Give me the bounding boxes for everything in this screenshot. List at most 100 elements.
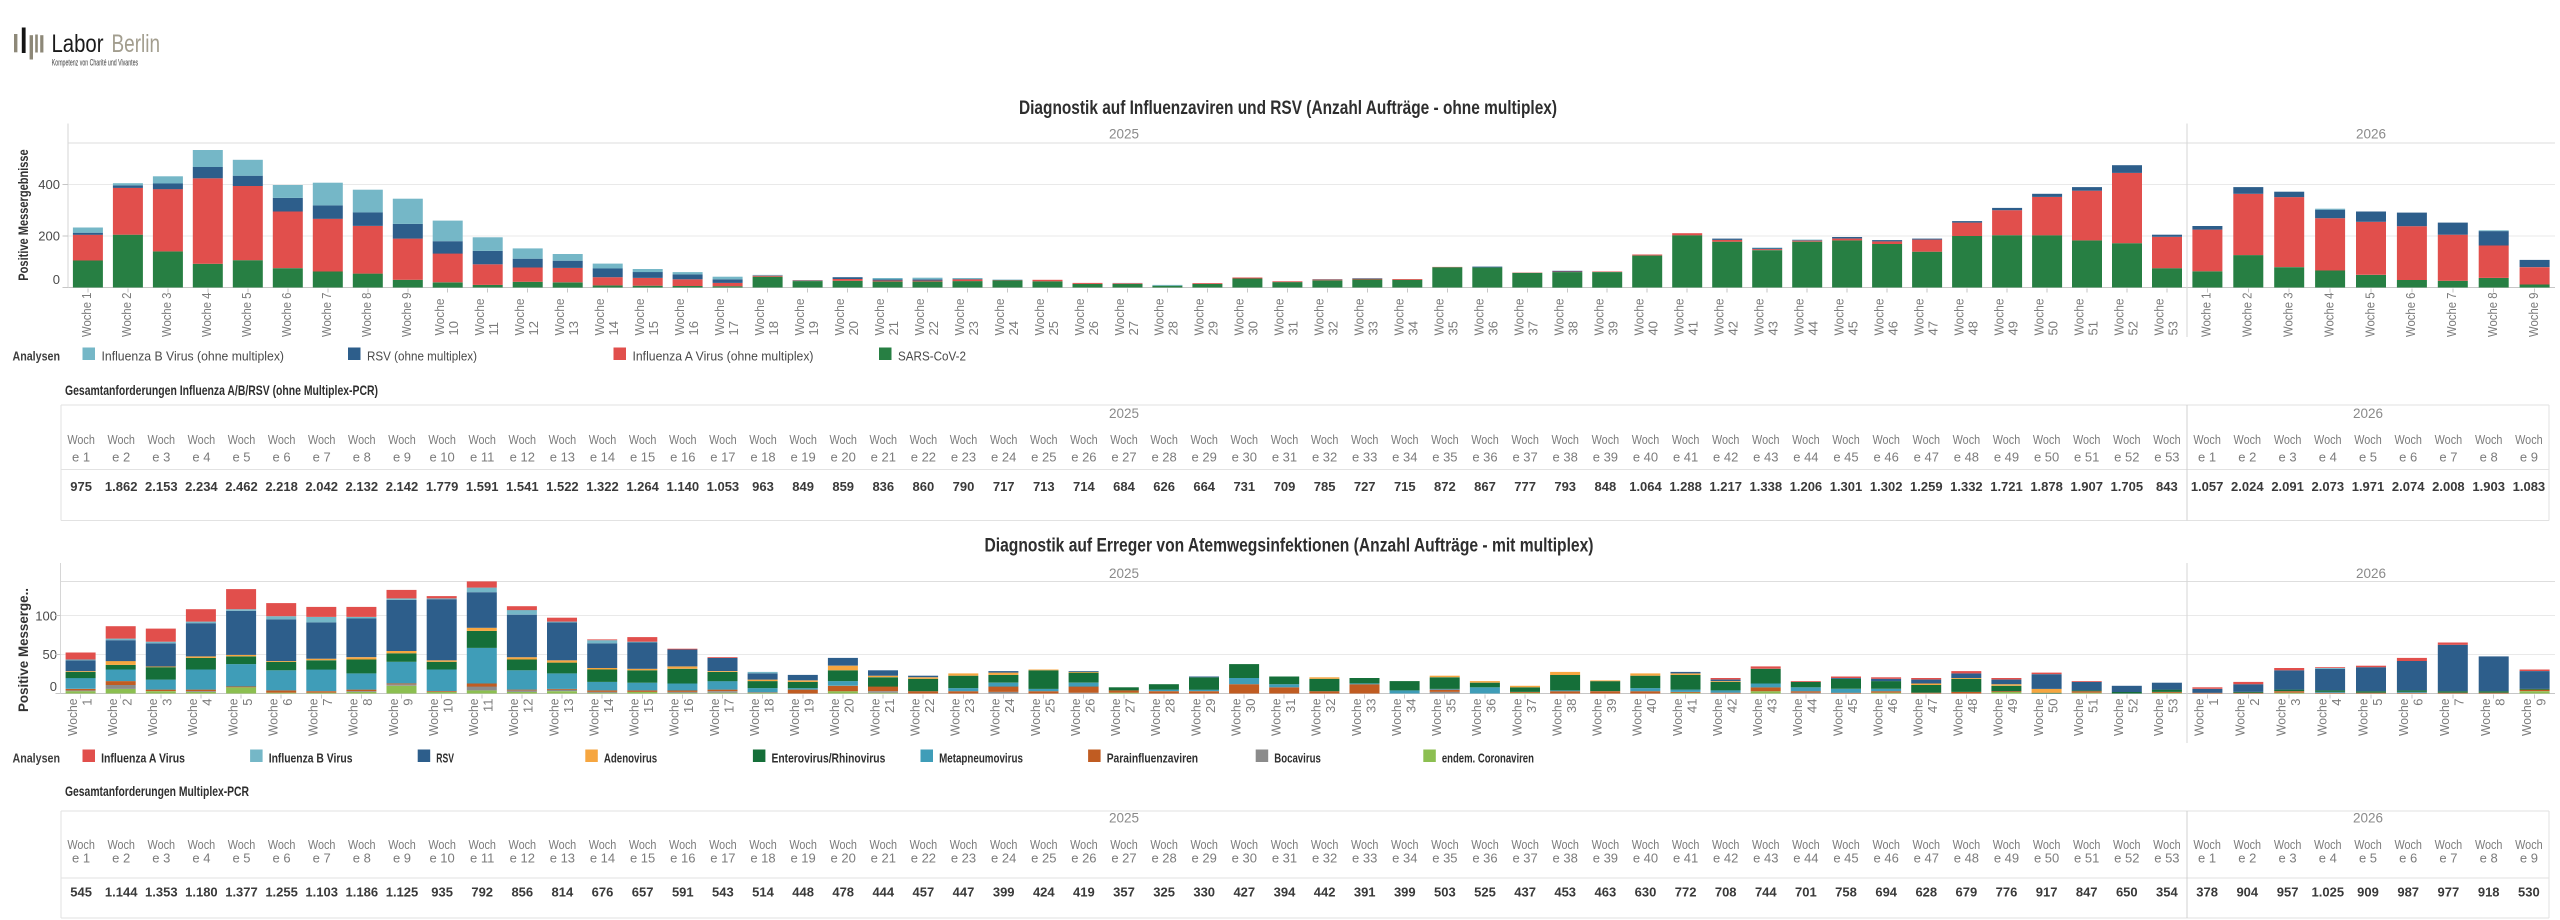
- svg-text:e 45: e 45: [1833, 450, 1858, 465]
- svg-text:Woch: Woch: [1231, 837, 1259, 852]
- svg-text:Woche: Woche: [787, 699, 802, 737]
- svg-text:Woch: Woch: [1271, 432, 1299, 447]
- svg-text:e 51: e 51: [2074, 851, 2099, 866]
- svg-text:717: 717: [993, 479, 1015, 494]
- svg-text:e 9: e 9: [2520, 851, 2538, 866]
- svg-text:843: 843: [2156, 479, 2178, 494]
- svg-text:Woch: Woch: [950, 432, 978, 447]
- svg-text:Woche 5: Woche 5: [2362, 293, 2377, 338]
- svg-text:Woche: Woche: [225, 699, 240, 737]
- svg-text:2.024: 2.024: [2231, 479, 2264, 494]
- svg-text:419: 419: [1073, 885, 1095, 900]
- svg-text:3: 3: [160, 699, 175, 706]
- svg-text:Labor: Labor: [52, 30, 104, 58]
- svg-text:27: 27: [1123, 699, 1138, 713]
- svg-text:Woche: Woche: [832, 299, 847, 336]
- svg-text:Woche: Woche: [1672, 299, 1687, 336]
- svg-text:9: 9: [400, 699, 415, 706]
- svg-text:Woch: Woch: [910, 837, 938, 852]
- svg-text:Woch: Woch: [509, 837, 537, 852]
- svg-text:42: 42: [1724, 699, 1739, 713]
- svg-text:e 3: e 3: [152, 450, 170, 465]
- svg-text:e 40: e 40: [1633, 851, 1658, 866]
- svg-text:Woch: Woch: [1872, 432, 1900, 447]
- svg-text:Woch: Woch: [148, 432, 176, 447]
- svg-text:Woche: Woche: [1232, 299, 1247, 336]
- svg-text:Woch: Woch: [228, 837, 256, 852]
- svg-text:e 18: e 18: [750, 450, 775, 465]
- svg-text:792: 792: [471, 885, 493, 900]
- svg-text:847: 847: [2076, 885, 2098, 900]
- svg-text:1.377: 1.377: [225, 885, 258, 900]
- svg-text:RSV: RSV: [436, 751, 454, 766]
- svg-text:Woche: Woche: [1830, 699, 1845, 737]
- svg-text:Woch: Woch: [1070, 837, 1098, 852]
- svg-text:Woch: Woch: [1953, 837, 1981, 852]
- svg-text:Woch: Woch: [589, 837, 617, 852]
- svg-text:1.125: 1.125: [386, 885, 419, 900]
- svg-text:Woche: Woche: [1991, 299, 2006, 336]
- svg-text:Woche: Woche: [145, 699, 160, 737]
- svg-text:e 4: e 4: [2319, 851, 2337, 866]
- svg-text:Woch: Woch: [749, 432, 777, 447]
- svg-text:52: 52: [2125, 321, 2140, 335]
- svg-text:41: 41: [1684, 699, 1699, 713]
- svg-text:793: 793: [1554, 479, 1576, 494]
- svg-text:Woche 8: Woche 8: [2485, 293, 2500, 338]
- svg-text:50: 50: [43, 647, 57, 662]
- svg-text:6: 6: [2411, 699, 2426, 706]
- svg-text:e 32: e 32: [1312, 851, 1337, 866]
- svg-text:Woche 4: Woche 4: [2321, 293, 2336, 338]
- svg-text:17: 17: [721, 699, 736, 713]
- svg-text:2.074: 2.074: [2392, 479, 2425, 494]
- svg-text:977: 977: [2438, 885, 2460, 900]
- svg-text:16: 16: [681, 699, 696, 713]
- svg-text:Bocavirus: Bocavirus: [1274, 751, 1321, 766]
- svg-text:40: 40: [1644, 699, 1659, 713]
- svg-text:Woch: Woch: [1311, 837, 1339, 852]
- svg-text:935: 935: [431, 885, 453, 900]
- svg-text:Woch: Woch: [509, 432, 537, 447]
- svg-text:Woche: Woche: [827, 699, 842, 737]
- svg-text:Woch: Woch: [1672, 837, 1700, 852]
- svg-text:27: 27: [1126, 321, 1141, 335]
- svg-text:1.053: 1.053: [707, 479, 740, 494]
- svg-text:e 35: e 35: [1432, 450, 1457, 465]
- svg-text:e 9: e 9: [2520, 450, 2538, 465]
- svg-text:Woch: Woch: [2435, 837, 2463, 852]
- svg-text:Woch: Woch: [990, 432, 1018, 447]
- svg-text:394: 394: [1274, 885, 1296, 900]
- svg-text:Woch: Woch: [2394, 837, 2422, 852]
- svg-text:Woch: Woch: [308, 432, 336, 447]
- svg-text:e 30: e 30: [1232, 851, 1257, 866]
- svg-text:2.218: 2.218: [265, 479, 298, 494]
- svg-text:Woche 2: Woche 2: [119, 293, 134, 338]
- svg-text:Woch: Woch: [107, 432, 135, 447]
- svg-text:Woch: Woch: [669, 432, 697, 447]
- svg-text:957: 957: [2277, 885, 2299, 900]
- svg-text:Woche: Woche: [1269, 699, 1284, 737]
- svg-text:e 35: e 35: [1432, 851, 1457, 866]
- svg-text:Woche 1: Woche 1: [79, 293, 94, 338]
- svg-text:Woche: Woche: [65, 699, 80, 737]
- svg-text:867: 867: [1474, 479, 1496, 494]
- svg-text:Woche: Woche: [712, 299, 727, 336]
- svg-text:1: 1: [2206, 699, 2221, 706]
- svg-text:Woch: Woch: [2475, 837, 2503, 852]
- svg-text:0: 0: [53, 272, 60, 287]
- svg-text:Woche: Woche: [1192, 299, 1207, 336]
- svg-text:Kompetenz von Charité und Viva: Kompetenz von Charité und Vivantes: [52, 58, 139, 68]
- svg-text:e 23: e 23: [951, 851, 976, 866]
- svg-text:e 49: e 49: [1994, 450, 2019, 465]
- svg-text:Analysen: Analysen: [13, 349, 61, 364]
- svg-text:Woch: Woch: [428, 432, 456, 447]
- svg-text:Woch: Woch: [1712, 432, 1740, 447]
- svg-text:904: 904: [2236, 885, 2258, 900]
- svg-text:Woche: Woche: [952, 299, 967, 336]
- svg-text:2025: 2025: [1109, 810, 1139, 825]
- svg-text:Woch: Woch: [2193, 432, 2221, 447]
- svg-text:Woche: Woche: [587, 699, 602, 737]
- svg-text:26: 26: [1086, 321, 1101, 335]
- svg-text:e 25: e 25: [1031, 450, 1056, 465]
- svg-text:e 19: e 19: [790, 450, 815, 465]
